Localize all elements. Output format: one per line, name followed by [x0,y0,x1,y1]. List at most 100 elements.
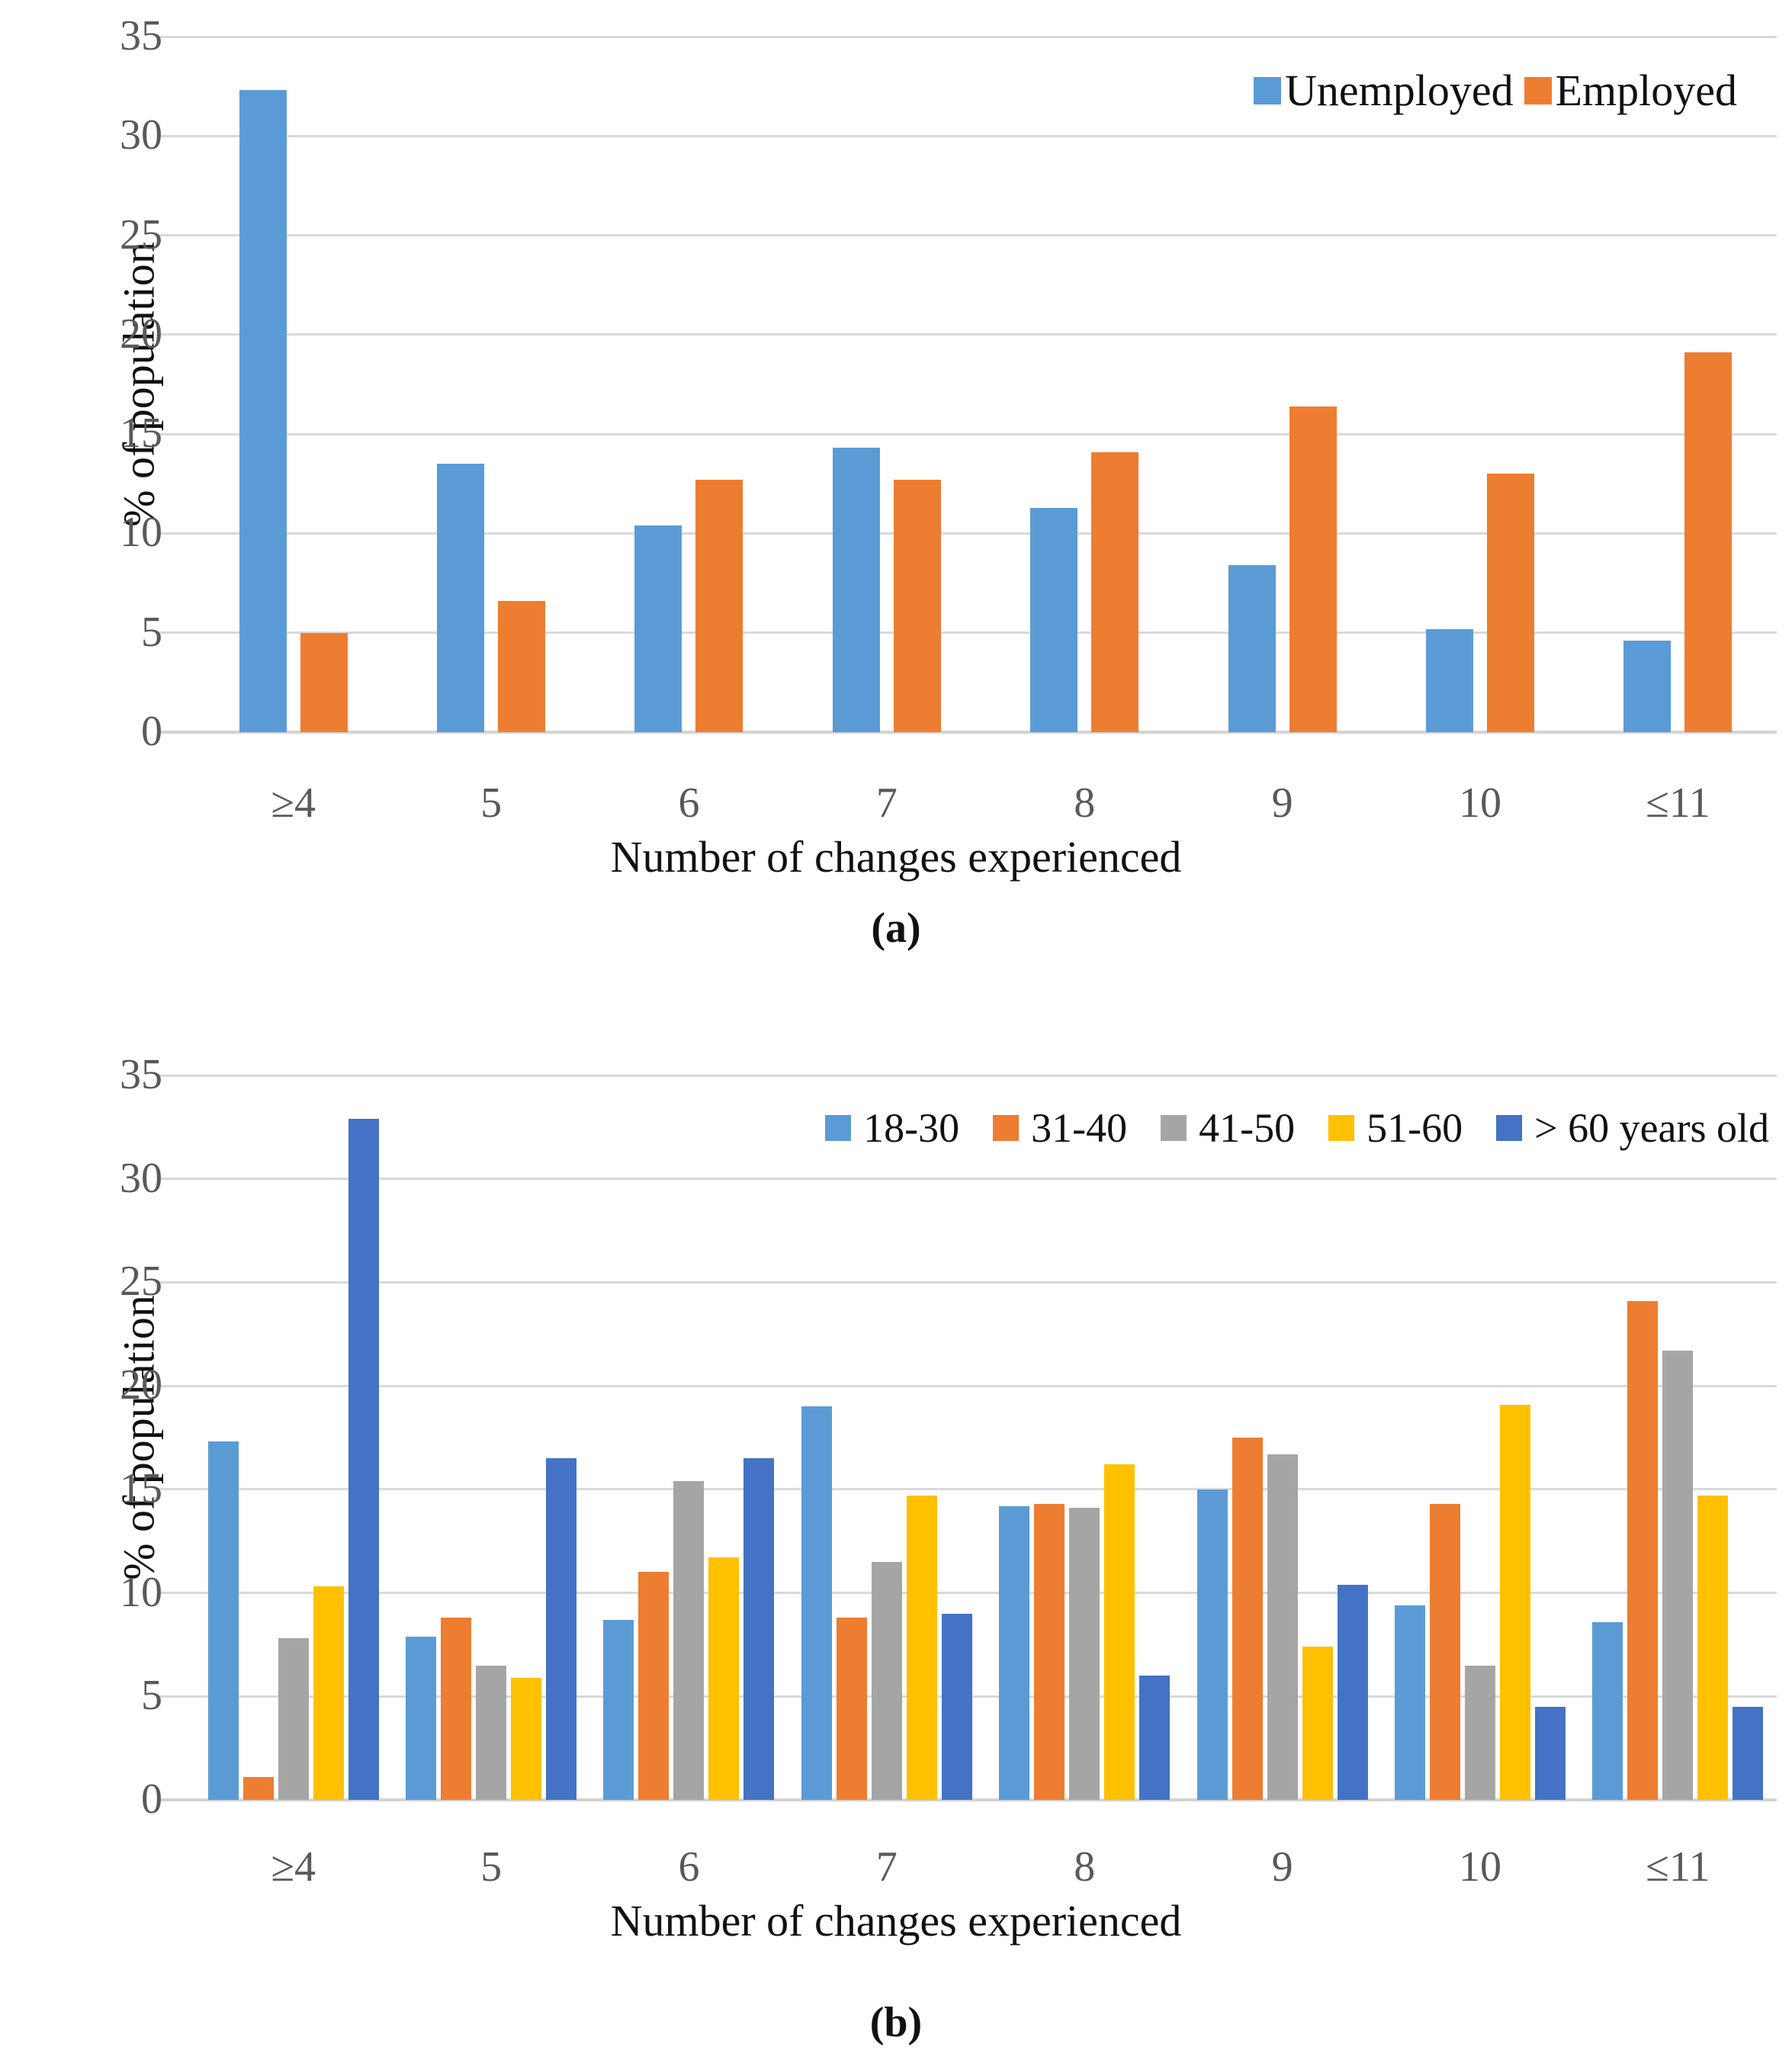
bar-51-60-6 [708,1557,740,1800]
legend-swatch-18-30 [825,1115,852,1141]
x-axis-line [158,1798,1777,1801]
bar-51-60-7 [906,1496,937,1800]
gridline-10 [158,1592,1777,1595]
gridline-10 [158,532,1777,535]
y-tick-10: 10 [120,509,162,557]
legend-swatch-unemployed [1253,77,1281,104]
x-tick-5: 5 [480,779,503,827]
bar-51-60-9 [1302,1647,1333,1800]
panel-b: % of population 18-30 31-40 41-50 51-60 > 60… [0,1014,1792,2063]
bar-employed-ge4 [300,632,348,732]
x-tick-10: 10 [1458,1843,1501,1891]
bar-41-50-6 [673,1481,705,1800]
x-tick-ge4: ≥4 [271,779,316,827]
bar-31-40-7 [836,1618,867,1800]
bar-gt-60-years-old-5 [546,1458,577,1800]
bar-unemployed-ge4 [239,90,287,732]
gridline-20 [158,333,1777,336]
bar-31-40-ge4 [242,1777,274,1800]
bar-41-50-9 [1267,1454,1298,1800]
bar-51-60-5 [511,1677,542,1800]
legend-entry-unemployed: Unemployed [1253,66,1514,115]
legend-entry-gt-60-years-old: > 60 years old [1496,1107,1769,1149]
x-tick-9: 9 [1271,1843,1293,1891]
bar-18-30-8 [999,1505,1030,1800]
y-axis-label-a: % of population [114,242,164,527]
bar-gt-60-years-old-8 [1139,1676,1171,1800]
bar-31-40-6 [638,1572,670,1800]
y-tick-5: 5 [141,608,162,656]
x-tick-8: 8 [1074,779,1096,827]
bar-gt-60-years-old-7 [941,1613,972,1800]
y-tick-0: 0 [141,1775,162,1823]
x-axis-title-b: Number of changes experienced [610,1896,1182,1946]
bar-41-50-le11 [1662,1351,1694,1800]
bar-unemployed-5 [437,464,485,732]
bar-gt-60-years-old-le11 [1733,1706,1764,1800]
bar-employed-5 [498,601,546,732]
bar-41-50-8 [1069,1508,1100,1800]
legend-swatch-employed [1524,77,1552,104]
bar-unemployed-10 [1425,628,1473,732]
bar-employed-9 [1289,406,1337,732]
x-tick-le11: ≤11 [1645,779,1710,827]
bar-31-40-le11 [1627,1300,1659,1800]
bar-51-60-10 [1499,1404,1530,1800]
gridline-25 [158,234,1777,237]
bar-18-30-6 [603,1619,634,1800]
bar-41-50-7 [871,1561,902,1800]
gridline-30 [158,134,1777,137]
legend-entry-18-30: 18-30 [825,1107,959,1149]
y-tick-25: 25 [120,210,162,259]
panel-caption-a: (a) [871,905,921,952]
x-tick-6: 6 [678,779,700,827]
plot-area-a: Unemployed Employed [158,35,1777,734]
gridline-15 [158,432,1777,435]
y-tick-30: 30 [120,1154,162,1202]
bar-gt-60-years-old-9 [1337,1584,1368,1800]
bar-18-30-5 [406,1636,437,1800]
x-tick-ge4: ≥4 [271,1843,316,1891]
bar-employed-7 [893,480,941,732]
bar-gt-60-years-old-10 [1534,1706,1566,1800]
bar-unemployed-7 [832,448,880,732]
bar-18-30-9 [1196,1489,1228,1800]
gridline-30 [158,1178,1777,1181]
legend-label-unemployed: Unemployed [1284,66,1514,115]
y-tick-10: 10 [120,1568,162,1616]
plot-area-b: 18-30 31-40 41-50 51-60 > 60 years old [158,1074,1777,1801]
x-tick-7: 7 [875,779,898,827]
gridline-20 [158,1384,1777,1387]
y-tick-5: 5 [141,1672,162,1720]
y-tick-15: 15 [120,1464,162,1512]
legend-swatch-31-40 [993,1115,1020,1141]
y-tick-35: 35 [120,1050,162,1098]
bar-18-30-le11 [1592,1621,1623,1800]
bar-employed-8 [1091,451,1139,732]
y-tick-20: 20 [120,1361,162,1409]
bar-unemployed-le11 [1623,641,1672,732]
bar-51-60-ge4 [313,1586,344,1800]
bar-gt-60-years-old-6 [743,1458,775,1800]
x-tick-7: 7 [875,1843,898,1891]
legend-label-31-40: 31-40 [1031,1105,1128,1151]
bar-31-40-8 [1034,1503,1065,1800]
panel-a: % of population Unemployed Employed Numbe… [0,0,1792,1014]
legend-label-51-60: 51-60 [1366,1105,1463,1151]
legend-entry-31-40: 31-40 [993,1107,1127,1149]
bar-unemployed-9 [1228,565,1276,732]
gridline-35 [158,35,1777,38]
gridline-15 [158,1488,1777,1491]
legend-entry-employed: Employed [1524,69,1737,113]
legend-swatch-41-50 [1161,1115,1187,1141]
x-tick-10: 10 [1458,779,1501,827]
gridline-35 [158,1074,1777,1077]
bar-employed-10 [1486,474,1534,732]
legend-label-41-50: 41-50 [1199,1105,1296,1151]
y-axis-label-b: % of population [114,1295,164,1580]
bar-31-40-9 [1232,1438,1263,1800]
bar-51-60-le11 [1697,1496,1729,1800]
x-axis-title-a: Number of changes experienced [610,832,1182,882]
legend-swatch-51-60 [1328,1115,1355,1141]
